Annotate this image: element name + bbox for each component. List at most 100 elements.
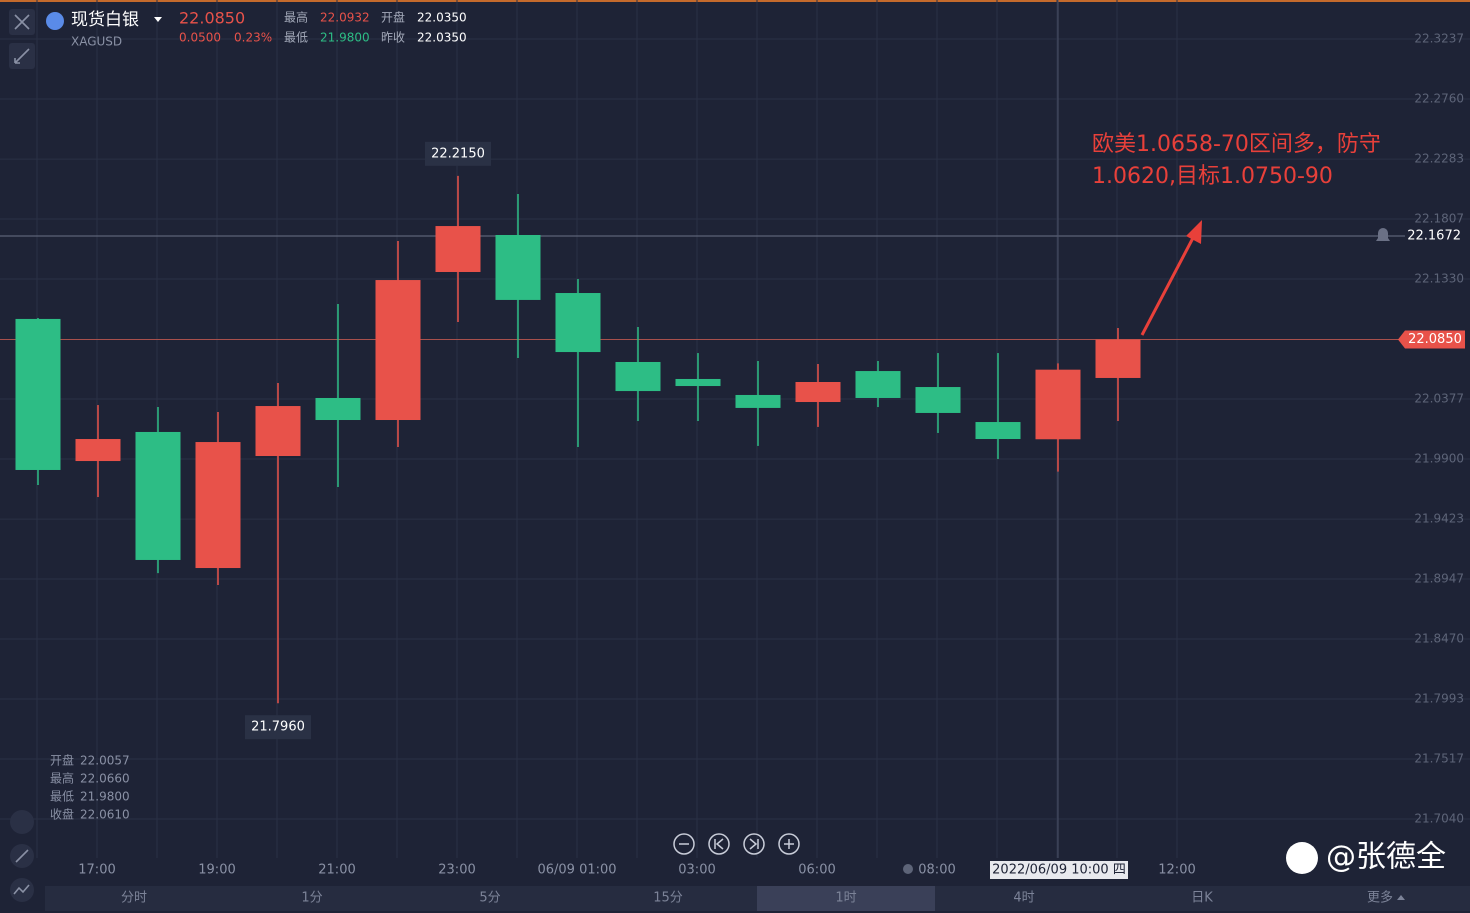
tab-label: 日K [1191,891,1213,906]
candle-body [795,381,841,403]
crosshair-box [990,861,1128,879]
candle-body [855,371,901,398]
change-pct: 0.23% [234,31,272,45]
tab-label: 15分 [653,891,683,906]
candle-body [315,397,361,421]
candle-body [135,431,181,560]
stat-value: 22.0350 [417,11,467,25]
y-tick-label: 21.7040 [1414,812,1464,826]
go-end[interactable] [743,833,765,855]
ohlc-value: 21.9800 [80,790,130,804]
zoom-controls [673,833,800,855]
price: 22.0850 [179,9,245,28]
start-icon [714,838,724,850]
ohlc-label: 收盘 [50,807,74,822]
y-tick-label: 21.7993 [1414,692,1464,706]
y-tick-label: 21.9900 [1414,452,1464,466]
x-tick-label: 08:00 [918,863,955,878]
go-start[interactable] [708,833,730,855]
tab-label: 1分 [301,891,322,906]
ohlc-label: 最低 [50,790,74,804]
live-dot [903,864,913,874]
stat-label: 最高 [284,10,308,25]
label-box [245,715,311,740]
symbol-icon [46,12,64,30]
watermark: @张德全 [1326,840,1446,875]
candle-body [735,394,781,408]
candle-body [75,439,121,462]
y-tick-label: 22.0377 [1414,391,1464,405]
candle-body [495,234,541,300]
alert-bell [1376,227,1390,241]
end-icon [749,838,759,850]
tab-label: 4时 [1013,891,1034,906]
indicator-button[interactable] [10,810,34,834]
stat-value: 22.0350 [417,31,467,45]
ohlc-value: 22.0660 [80,772,130,786]
crosshair-label: 2022/06/09 10:00 四 [992,863,1126,878]
x-tick-label: 19:00 [198,863,235,878]
candle-body [15,318,61,470]
y-tick-label: 21.9423 [1414,512,1464,526]
x-tick-label: 21:00 [318,863,355,878]
dropdown-icon[interactable] [154,17,162,22]
y-tick-label: 21.7517 [1414,751,1464,765]
x-tick-label: 03:00 [678,863,715,878]
x-tick-label: 12:00 [1158,863,1195,878]
shrink-icon [14,48,30,64]
x-tick-label: 06/09 01:00 [537,863,616,878]
high-label: 22.2150 [431,146,485,161]
pen-icon [15,849,29,863]
candle-body [255,406,301,457]
x-tick-label: 23:00 [438,863,475,878]
candle-body [915,387,961,413]
y-tick-label: 21.8947 [1414,571,1464,585]
y-tick-label: 22.1330 [1414,272,1464,286]
arrow-head [1186,220,1202,244]
close-icon [14,14,30,30]
symbol-code: XAGUSD [71,35,122,49]
candle-body [1095,339,1141,378]
ohlc-value: 22.0057 [80,754,130,768]
zoom-in[interactable] [778,833,800,855]
stat-label: 开盘 [381,10,405,25]
y-tick-label: 22.1807 [1414,212,1464,226]
y-tick-label: 22.3237 [1414,32,1464,46]
watermark-logo [1286,842,1318,874]
annotation: 欧美1.0658-70区间多，防守 [1092,132,1381,157]
tab-label: 5分 [479,891,500,906]
candle-body [375,280,421,421]
candle-body [975,422,1021,440]
x-tick-label: 17:00 [78,863,115,878]
stat-label: 昨收 [381,31,405,45]
candle-body [195,442,241,569]
zoom-out[interactable] [673,833,695,855]
tab[interactable] [757,886,935,911]
tab-label: 更多 [1367,890,1393,906]
y-tick-label: 22.2760 [1414,92,1464,106]
symbol-name[interactable]: 现货白银 [71,10,139,30]
candle-body [435,226,481,272]
y-tick-label: 21.8470 [1414,632,1464,646]
change: 0.0500 [179,31,221,45]
candle-body [1035,369,1081,440]
label-box [425,141,491,166]
stat-label: 最低 [284,31,308,45]
y-tick-label: 22.2283 [1414,152,1464,166]
candle-body [675,378,721,387]
x-tick-label: 06:00 [798,863,835,878]
price-tag [1398,330,1465,349]
plus [784,839,794,849]
low-label: 21.7960 [251,720,305,735]
tab-label: 1时 [835,891,856,906]
ohlc-label: 开盘 [50,753,74,768]
line-icon [13,884,30,895]
candle-body [555,293,601,353]
price-label: 22.0850 [1408,332,1462,347]
annotation: 1.0620,目标1.0750-90 [1092,164,1333,189]
arrow [1140,220,1202,336]
tab-label: 分时 [121,891,147,906]
candle-body [615,361,661,392]
